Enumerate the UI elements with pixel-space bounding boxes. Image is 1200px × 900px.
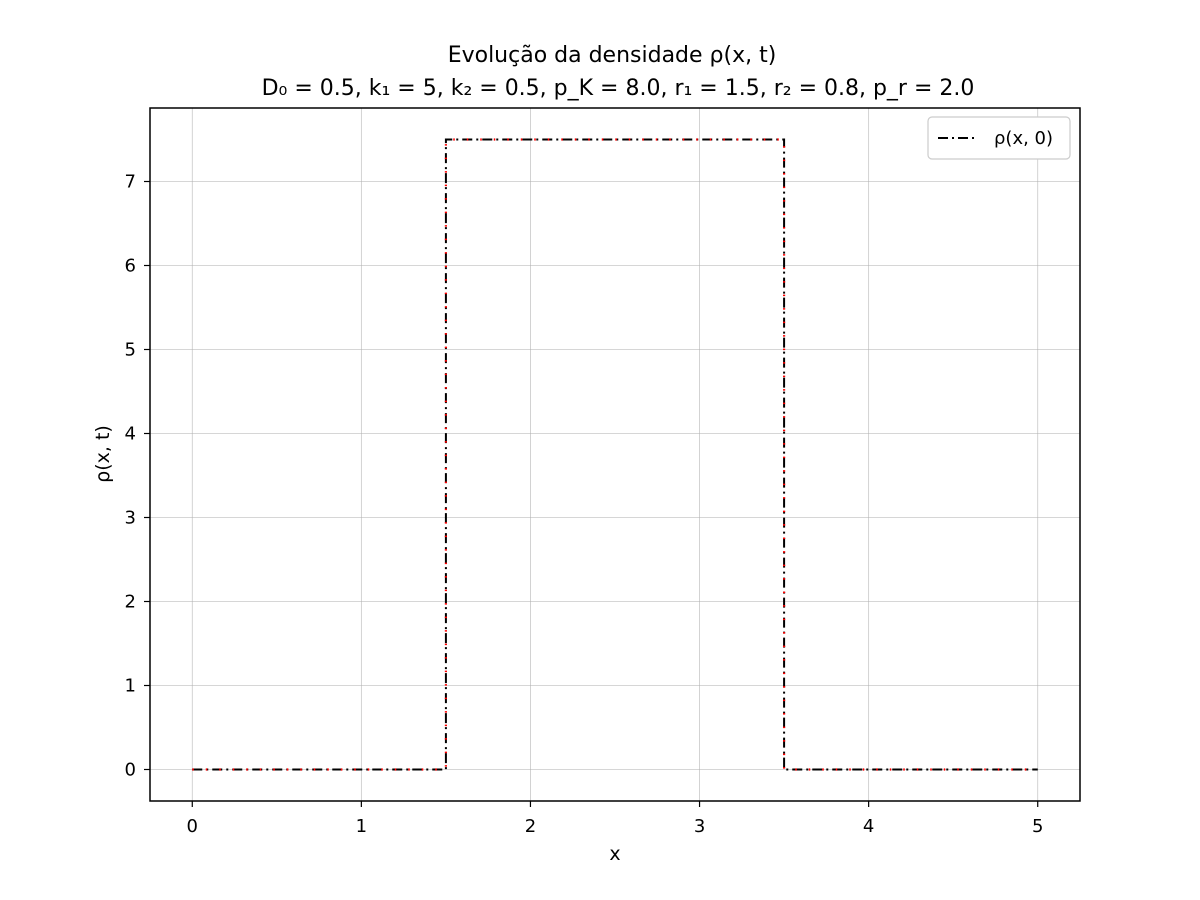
series-layer — [192, 138, 1038, 771]
grid — [150, 108, 1080, 801]
y-tick-label: 2 — [125, 592, 136, 613]
legend: ρ(x, 0) — [927, 116, 1071, 160]
x-tick-label: 1 — [356, 816, 367, 837]
chart-subtitle: D₀ = 0.5, k₁ = 5, k₂ = 0.5, p_K = 8.0, r… — [262, 76, 975, 101]
y-tick-label: 6 — [125, 256, 136, 277]
x-tick-label: 0 — [187, 816, 198, 837]
y-tick-label: 1 — [125, 676, 136, 697]
x-tick-label: 3 — [694, 816, 705, 837]
axis-ticks: 0 1 2 3 4 5 0 1 2 3 4 5 6 7 — [125, 172, 1044, 838]
legend-entry-label: ρ(x, 0) — [994, 128, 1053, 149]
plot-area-frame — [149, 107, 1081, 802]
y-tick-label: 0 — [125, 760, 136, 781]
y-tick-label: 4 — [125, 424, 136, 445]
y-tick-label: 5 — [125, 340, 136, 361]
series-line-1 — [192, 138, 1038, 771]
y-tick-label: 3 — [125, 508, 136, 529]
y-axis-label: ρ(x, t) — [92, 425, 114, 483]
x-tick-label: 5 — [1032, 816, 1043, 837]
x-tick-label: 2 — [525, 816, 536, 837]
legend-box — [927, 116, 1071, 160]
x-axis-label: x — [609, 843, 620, 865]
series-line-0 — [192, 138, 1038, 771]
y-tick-label: 7 — [125, 172, 136, 193]
chart-title: Evolução da densidade ρ(x, t) — [448, 43, 777, 68]
x-tick-label: 4 — [863, 816, 874, 837]
